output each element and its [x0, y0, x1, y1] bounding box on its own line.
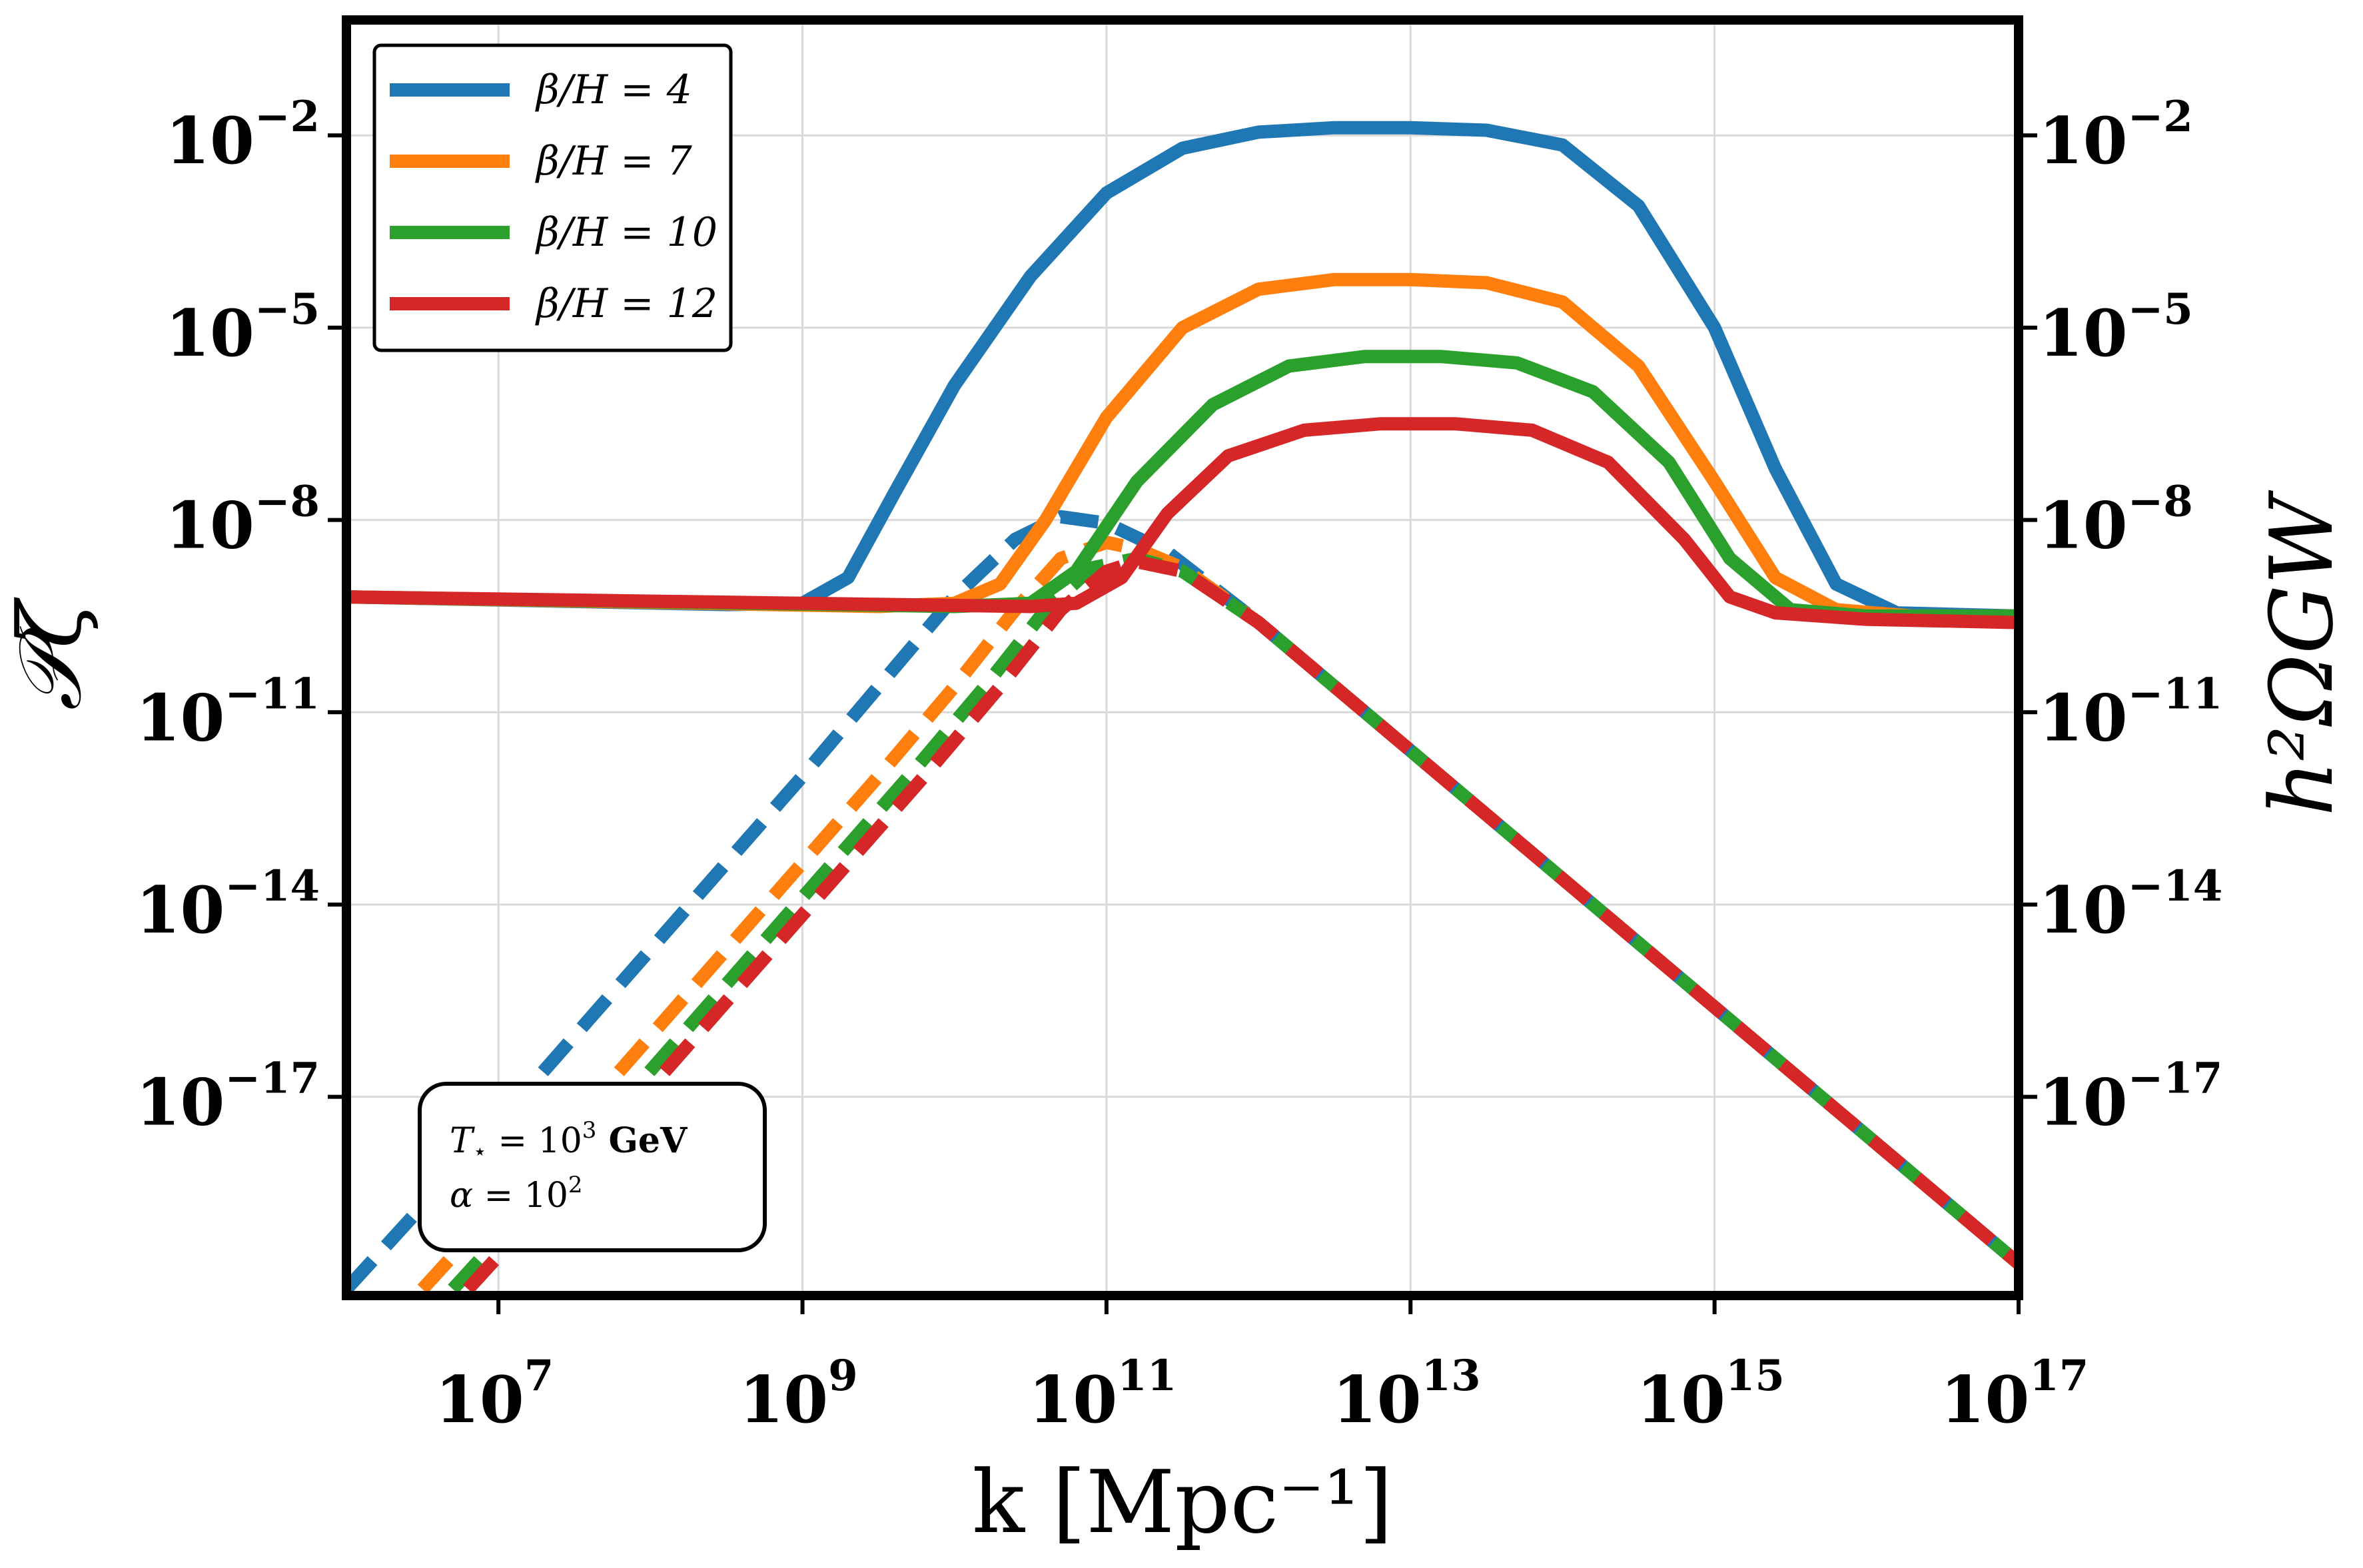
svg-text:α = 102: α = 102 — [450, 1172, 583, 1216]
annotation-t-exponent: 3 — [582, 1117, 597, 1144]
annotation-t-subscript: ⋆ — [473, 1138, 487, 1165]
legend: β/H = 4 β/H = 7 β/H = 10 β/H = 12 — [372, 43, 733, 352]
series-3-solid-line — [346, 350, 2019, 623]
series-4-solid-line — [346, 417, 2019, 629]
x-tick-label: 107 — [435, 1351, 554, 1437]
series-4-dashed-line — [463, 555, 2019, 1294]
series-2-dashed-line — [417, 536, 2019, 1294]
y-axis-label-left: 𝒫ζ — [0, 597, 101, 711]
y-tick-label-left: 10−14 — [136, 861, 320, 948]
y-tick-label-left: 10−5 — [165, 284, 320, 371]
annotation-t-unit: GeV — [596, 1120, 688, 1161]
axis-ticks: 107 109 1011 1013 1015 1017 10−2 10−2 10−5 10−5 10… — [136, 92, 2223, 1437]
y-tick-label-right: 10−14 — [2039, 861, 2222, 948]
y-tick-label-right: 10−2 — [2039, 92, 2193, 179]
y-tick-label-right: 10−11 — [2039, 669, 2222, 755]
annotation-alpha-exponent: 2 — [568, 1172, 583, 1198]
legend-label: β/H = 10 — [535, 209, 717, 256]
y-tick-label-right: 10−8 — [2039, 477, 2193, 564]
y-tick-label-left: 10−8 — [165, 477, 320, 564]
x-tick-label: 109 — [739, 1351, 857, 1437]
series-2-solid-line — [346, 272, 2019, 623]
x-axis-label: k [Mpc⁻¹] — [972, 1451, 1392, 1553]
annotation-t-symbol: T — [450, 1121, 475, 1161]
annotation-t-equals: = 10 — [487, 1121, 582, 1161]
y-axis-label-right: h²ΩGW — [2251, 490, 2352, 816]
svg-text:T⋆ = 103 GeV: T⋆ = 103 GeV — [450, 1117, 688, 1165]
y-tick-label-left: 10−17 — [136, 1054, 320, 1140]
x-tick-label: 1015 — [1636, 1351, 1785, 1437]
x-tick-label: 1013 — [1332, 1351, 1481, 1437]
annotation-alpha-symbol: α — [450, 1176, 473, 1216]
plot-frame — [342, 15, 2023, 1300]
legend-label: β/H = 4 — [535, 67, 692, 113]
y-tick-label-right: 10−5 — [2039, 284, 2193, 371]
x-tick-label: 1011 — [1029, 1351, 1177, 1437]
legend-label: β/H = 7 — [535, 138, 693, 185]
y-tick-label-left: 10−2 — [165, 92, 320, 179]
annotation-alpha-equals: = 10 — [473, 1176, 568, 1216]
parameter-annotation: T⋆ = 103 GeV α = 102 — [418, 1082, 767, 1252]
legend-label: β/H = 12 — [535, 280, 717, 327]
y-tick-label-right: 10−17 — [2039, 1054, 2222, 1140]
annotation-box — [418, 1082, 767, 1252]
y-tick-label-left: 10−11 — [136, 669, 320, 755]
legend-box — [372, 43, 733, 352]
series-1-solid-line — [346, 121, 2019, 623]
x-tick-label: 1017 — [1941, 1351, 2089, 1437]
series-group — [346, 121, 2019, 1294]
